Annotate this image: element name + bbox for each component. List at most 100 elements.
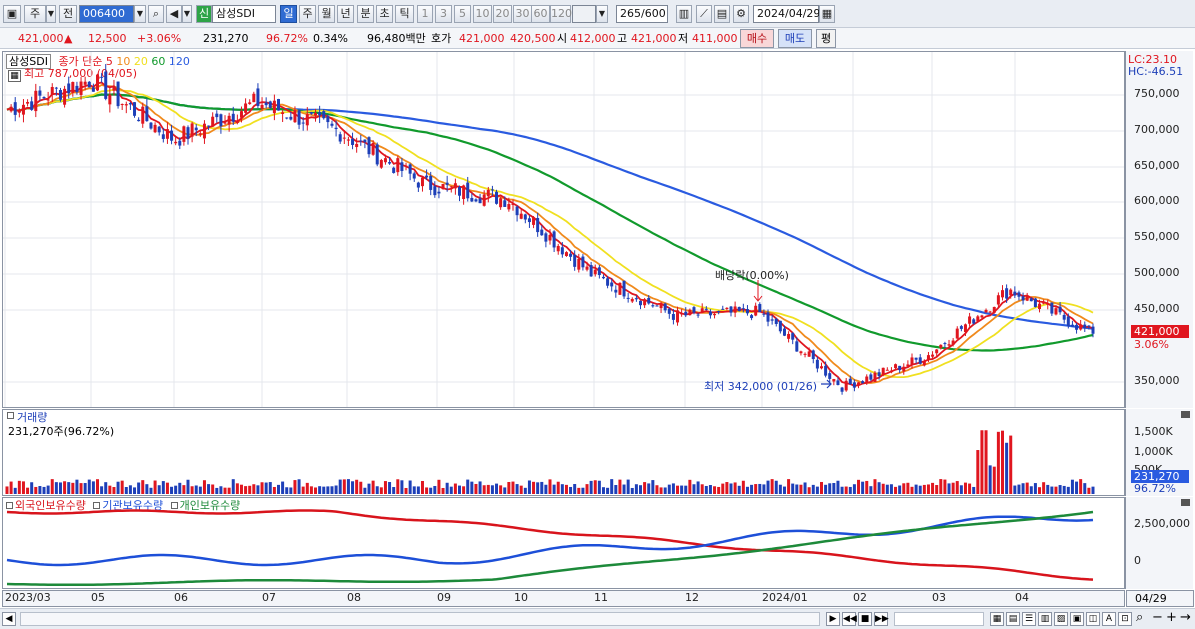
candle-body [643, 299, 647, 306]
period-selector[interactable]: 주 [24, 5, 46, 23]
candle-body [573, 254, 577, 267]
period-minute-button[interactable]: 분 [357, 5, 374, 23]
chevron-down-icon[interactable]: ▼ [46, 5, 56, 23]
candle-body [46, 99, 50, 101]
chevron-down-icon[interactable]: ▼ [134, 5, 146, 23]
candle-body [211, 116, 215, 127]
stop-icon[interactable]: ■ [858, 612, 872, 626]
volume-bar [499, 485, 503, 494]
calendar-icon[interactable]: ▦ [819, 5, 835, 23]
panel-toggle-icon[interactable] [170, 502, 178, 509]
count-120-button[interactable]: 120 [550, 5, 572, 23]
speaker-icon[interactable]: ◀ [166, 5, 182, 23]
scroll-track[interactable] [20, 612, 820, 626]
count-custom-input[interactable] [572, 5, 596, 23]
stock-name-field[interactable]: 삼성SDI [212, 5, 276, 23]
save-icon[interactable]: ▤ [714, 5, 730, 23]
scroll-right-icon[interactable]: ▶ [826, 612, 840, 626]
candle-body [778, 320, 782, 332]
volume-bar [186, 479, 190, 494]
layout-icon[interactable]: ▤ [1006, 612, 1020, 626]
volume-bar [663, 487, 667, 494]
scroll-left-icon[interactable]: ◀ [2, 612, 16, 626]
count-30-button[interactable]: 30 [513, 5, 532, 23]
search-icon[interactable]: ⌕ [148, 5, 164, 23]
bar-count-input[interactable]: 265/600 [616, 5, 668, 23]
volume-bar [676, 485, 680, 494]
grid-view-icon[interactable]: ▦ [990, 612, 1004, 626]
candle-body [67, 83, 71, 94]
count-5-button[interactable]: 5 [454, 5, 471, 23]
next-icon[interactable]: → [1180, 610, 1191, 625]
candle-body [914, 357, 918, 360]
volume-bar [96, 479, 99, 494]
panel-toggle-icon[interactable] [93, 502, 101, 509]
volume-ratio: 96.72% [266, 32, 308, 45]
bottom-scrollbar[interactable]: ◀ ▶ ◀◀ ■ ▶▶ ▦ ▤ ☰ ▥ ▨ ▣ ◫ A ⊡ ⌕ − + → [0, 608, 1195, 629]
rewind-icon[interactable]: ◀◀ [842, 612, 857, 626]
count-3-button[interactable]: 3 [435, 5, 452, 23]
panel-toggle-icon[interactable] [7, 412, 14, 419]
buy-button[interactable]: 매수 [740, 29, 774, 48]
candle-body [951, 340, 955, 345]
chart-type-icon[interactable]: ▥ [676, 5, 692, 23]
volume-bar [1013, 485, 1017, 494]
close-panel-icon[interactable] [1181, 411, 1190, 418]
volume-bar [190, 486, 194, 494]
candle-body [190, 123, 194, 137]
candle-body [959, 326, 963, 329]
count-10-button[interactable]: 10 [473, 5, 492, 23]
window-icon[interactable]: ▣ [3, 5, 21, 23]
fast-forward-icon[interactable]: ▶▶ [874, 612, 889, 626]
volume-bar [589, 480, 593, 494]
prev-button[interactable]: 전 [59, 5, 77, 23]
zoom-search-icon[interactable]: ⌕ [1136, 610, 1144, 625]
volume-bar [207, 484, 211, 494]
grid-icon[interactable]: ▦ [8, 70, 21, 82]
price-chart-panel[interactable] [2, 51, 1125, 408]
date-input[interactable]: 2024/04/29 [753, 5, 820, 23]
candle-body [1017, 292, 1021, 297]
period-week-button[interactable]: 주 [299, 5, 316, 23]
chart-icon[interactable]: ▨ [1054, 612, 1068, 626]
period-day-button[interactable]: 일 [280, 5, 297, 23]
close-panel-icon[interactable] [1181, 499, 1190, 506]
candle-body [400, 162, 404, 172]
candle-body [161, 134, 165, 139]
list-icon[interactable]: ☰ [1022, 612, 1036, 626]
price-change: 12,500 [88, 32, 127, 45]
volume-bar [383, 481, 387, 494]
split-icon[interactable]: ◫ [1086, 612, 1100, 626]
table-icon[interactable]: ▥ [1038, 612, 1052, 626]
period-tick-button[interactable]: 틱 [395, 5, 414, 23]
volume-bar [404, 487, 408, 494]
candle-body [79, 81, 83, 95]
candle-body [774, 318, 778, 324]
period-month-button[interactable]: 월 [318, 5, 335, 23]
panel-toggle-icon[interactable] [6, 502, 13, 509]
candle-body [589, 265, 593, 277]
zoom-out-icon[interactable]: − [1152, 610, 1163, 625]
text-icon[interactable]: A [1102, 612, 1116, 626]
window-icon[interactable]: ▣ [1070, 612, 1084, 626]
count-1-button[interactable]: 1 [417, 5, 433, 23]
volume-bar [988, 465, 992, 494]
gear-icon[interactable]: ⚙ [733, 5, 749, 23]
zoom-in-icon[interactable]: + [1166, 610, 1177, 625]
count-60-button[interactable]: 60 [531, 5, 550, 23]
chevron-down-icon[interactable]: ▼ [596, 5, 608, 23]
clip-icon[interactable]: ⊡ [1118, 612, 1132, 626]
sell-button[interactable]: 매도 [778, 29, 812, 48]
chevron-down-icon[interactable]: ▼ [182, 5, 192, 23]
eval-button[interactable]: 평 [816, 29, 836, 48]
code-input[interactable]: 006400 [79, 5, 134, 23]
period-second-button[interactable]: 초 [376, 5, 393, 23]
volume-bar [318, 486, 322, 494]
count-20-button[interactable]: 20 [493, 5, 512, 23]
draw-line-icon[interactable]: ⟋ [696, 5, 712, 23]
volume-bar [322, 486, 326, 494]
candle-body [844, 380, 848, 391]
candle-body [1021, 296, 1025, 301]
period-year-button[interactable]: 년 [337, 5, 354, 23]
zoom-slider[interactable] [894, 612, 984, 626]
